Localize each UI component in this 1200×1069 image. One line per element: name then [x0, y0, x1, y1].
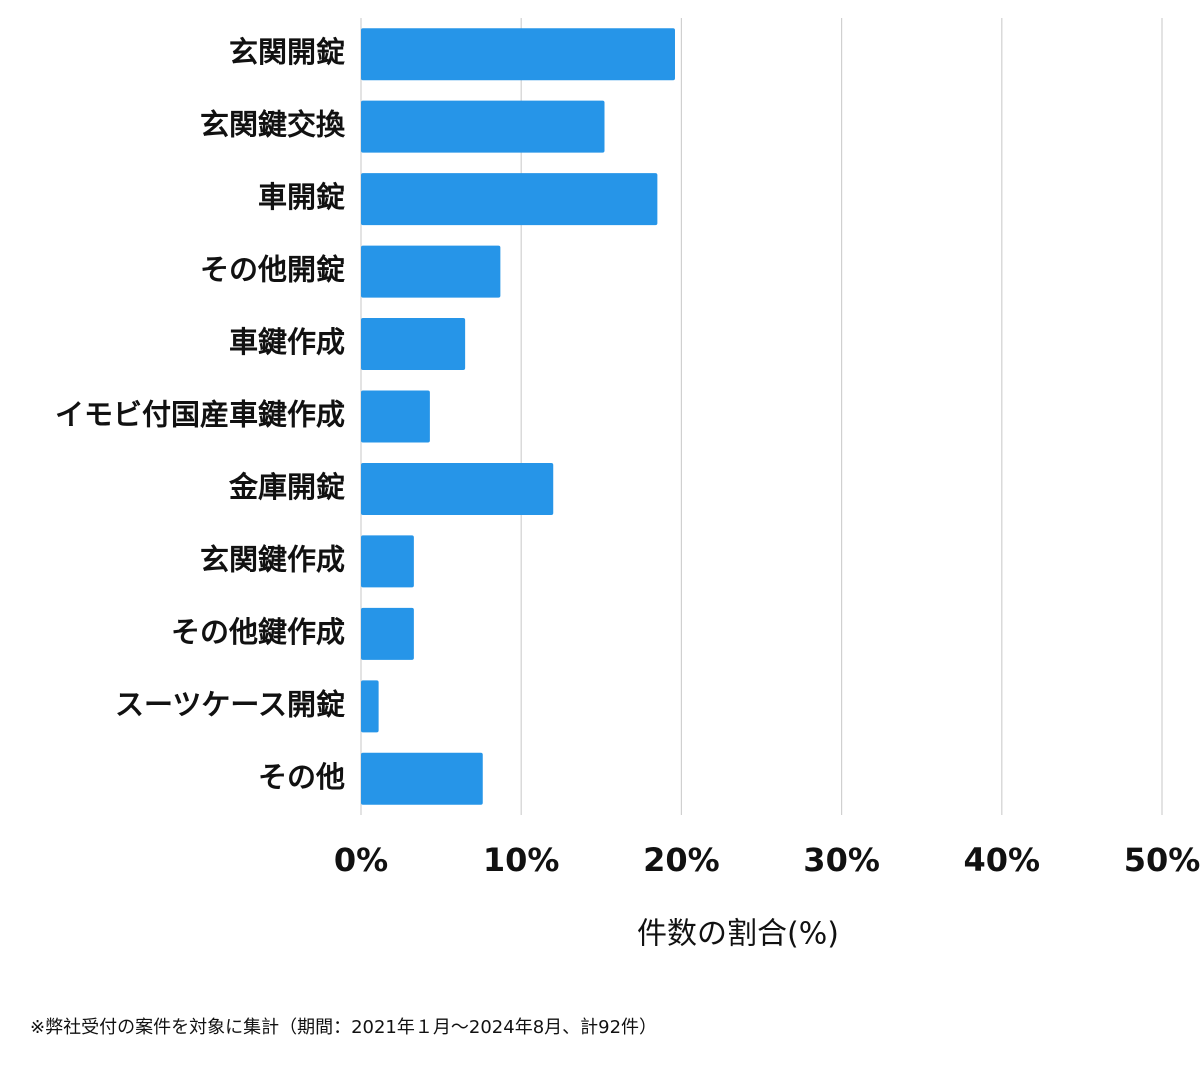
bar [361, 607, 414, 660]
x-tick-label: 50% [1124, 841, 1200, 879]
y-tick-label: 玄関鍵交換 [200, 108, 346, 142]
y-tick-label: その他鍵作成 [171, 615, 345, 649]
bar [361, 173, 658, 226]
x-axis-title: 件数の割合(%) [637, 917, 839, 952]
x-tick-label: 10% [483, 841, 560, 879]
x-tick-label: 20% [643, 841, 720, 879]
bar [361, 245, 501, 298]
x-tick-label: 30% [803, 841, 880, 879]
bar [361, 752, 483, 805]
bar [361, 318, 466, 371]
y-tick-label: その他開錠 [200, 253, 345, 287]
y-tick-label: 金庫開錠 [228, 470, 345, 504]
x-tick-label: 0% [334, 841, 388, 879]
y-tick-label: スーツケース開錠 [115, 687, 345, 721]
bar [361, 390, 430, 443]
y-tick-label: イモビ付国産車鍵作成 [55, 398, 345, 432]
bar [361, 100, 605, 153]
bar [361, 28, 675, 81]
y-tick-label: 車鍵作成 [229, 325, 345, 359]
y-tick-label: 車開錠 [258, 180, 345, 214]
y-tick-label: 玄関開錠 [229, 35, 345, 69]
y-tick-label: その他 [258, 760, 345, 794]
bar [361, 680, 379, 733]
x-tick-label: 40% [964, 841, 1041, 879]
bar [361, 535, 414, 588]
footnote: ※弊社受付の案件を対象に集計（期間：2021年１月～2024年8月、計92件） [30, 1017, 657, 1038]
bar [361, 462, 554, 515]
y-tick-label: 玄関鍵作成 [200, 542, 345, 576]
